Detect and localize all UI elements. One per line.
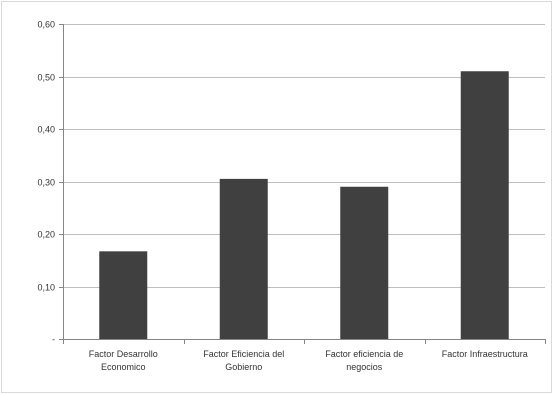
x-category-label: Factor Desarrollo Economico — [89, 349, 158, 372]
y-tick-label: - — [52, 335, 55, 345]
y-axis-tick-labels: - 0,10 0,20 0,30 0,40 0,50 0,60 — [37, 20, 63, 345]
x-category-label: Factor Infraestructura — [442, 349, 528, 359]
y-tick-label: 0,20 — [37, 230, 55, 240]
x-axis-category-labels: Factor Desarrollo Economico Factor Eficien… — [89, 349, 528, 372]
bars — [99, 71, 509, 339]
x-category-label: Factor eficiencia de negocios — [325, 349, 403, 372]
bar — [219, 178, 268, 339]
y-tick-label: 0,10 — [37, 283, 55, 293]
y-tick-label: 0,50 — [37, 73, 55, 83]
bar — [460, 71, 509, 339]
bar — [340, 186, 389, 339]
axes — [63, 24, 546, 344]
y-tick-label: 0,30 — [37, 178, 55, 188]
bar — [99, 251, 148, 339]
y-tick-label: 0,40 — [37, 125, 55, 135]
x-category-label: Factor Eficiencia del Gobierno — [203, 349, 284, 372]
y-tick-label: 0,60 — [37, 20, 55, 30]
